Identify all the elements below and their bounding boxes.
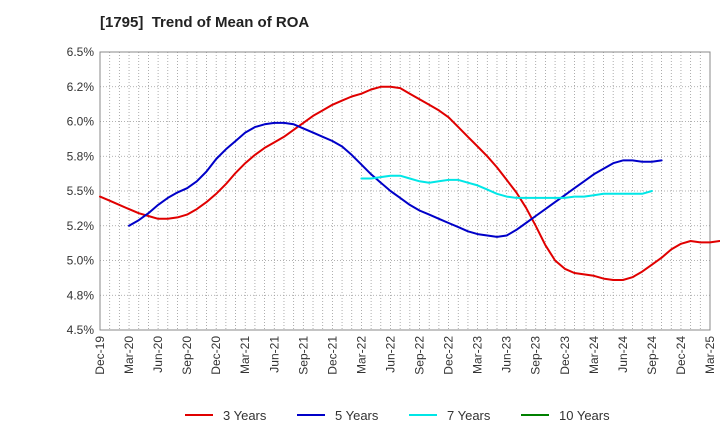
y-tick-label: 4.5% — [67, 323, 95, 337]
legend-label-7-years: 7 Years — [447, 408, 491, 423]
x-tick-label: Sep-21 — [296, 336, 310, 375]
y-tick-label: 5.0% — [67, 254, 95, 268]
x-tick-label: Jun-24 — [616, 336, 630, 373]
y-tick-label: 5.2% — [67, 219, 95, 233]
x-tick-label: Mar-25 — [703, 336, 717, 374]
x-tick-label: Dec-19 — [93, 336, 107, 375]
x-tick-label: Sep-24 — [645, 336, 659, 375]
plot-frame — [99, 51, 711, 331]
x-tick-label: Dec-23 — [558, 336, 572, 375]
y-tick-label: 4.8% — [67, 288, 95, 302]
x-tick-label: Sep-22 — [413, 336, 427, 375]
x-tick-label: Mar-21 — [238, 336, 252, 374]
x-tick-label: Mar-23 — [471, 336, 485, 374]
legend-label-5-years: 5 Years — [335, 408, 379, 423]
x-tick-label: Jun-22 — [383, 336, 397, 373]
y-tick-label: 5.8% — [67, 149, 95, 163]
chart-title: [1795] Trend of Mean of ROA — [100, 14, 310, 31]
series-line-5-years — [128, 121, 663, 238]
series-line-7-years — [360, 174, 653, 199]
x-tick-label: Dec-21 — [325, 336, 339, 375]
x-tick-label: Dec-20 — [209, 336, 223, 375]
x-tick-label: Jun-21 — [267, 336, 281, 373]
x-tick-label: Jun-20 — [151, 336, 165, 373]
y-tick-label: 6.0% — [67, 115, 95, 129]
y-tick-label: 6.5% — [67, 45, 95, 59]
x-tick-label: Dec-24 — [674, 336, 688, 375]
y-tick-label: 5.5% — [67, 184, 95, 198]
x-tick-label: Mar-24 — [587, 336, 601, 374]
x-tick-label: Mar-22 — [354, 336, 368, 374]
x-tick-label: Dec-22 — [442, 336, 456, 375]
y-tick-label: 6.2% — [67, 80, 95, 94]
legend-label-3-years: 3 Years — [223, 408, 267, 423]
legend-label-10-years: 10 Years — [559, 408, 610, 423]
x-tick-label: Jun-23 — [500, 336, 514, 373]
plot-area — [100, 52, 710, 330]
x-tick-label: Sep-23 — [529, 336, 543, 375]
x-tick-label: Mar-20 — [122, 336, 136, 374]
x-tick-label: Sep-20 — [180, 336, 194, 375]
series-line-3-years — [99, 85, 720, 281]
